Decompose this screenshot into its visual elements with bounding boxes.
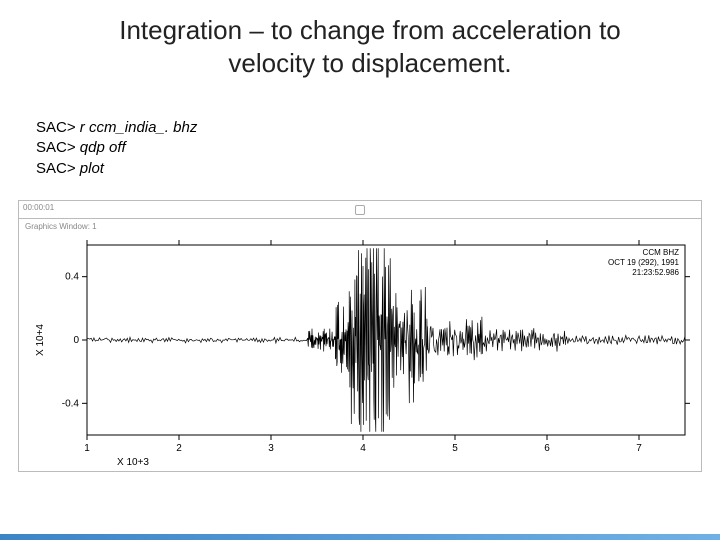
svg-text:Graphics Window: 1: Graphics Window: 1 — [25, 222, 97, 231]
svg-text:5: 5 — [452, 443, 458, 454]
sac-prompt: SAC> — [36, 160, 76, 177]
svg-text:3: 3 — [268, 443, 274, 454]
sac-args: r ccm_india_. bhz — [76, 119, 198, 136]
seismogram-chart: Graphics Window: 1 -0.4 0 0.4 1 2 3 4 5 6 7 X 10+4 X… — [19, 219, 701, 471]
slide: Integration – to change from acceleratio… — [0, 0, 720, 540]
svg-text:CCM BHZ: CCM BHZ — [643, 248, 680, 257]
svg-text:X 10+4: X 10+4 — [35, 324, 46, 356]
command-block: SAC> r ccm_india_. bhzSAC> qdp offSAC> p… — [36, 118, 197, 179]
svg-text:6: 6 — [544, 443, 550, 454]
svg-text:0: 0 — [73, 335, 79, 346]
title-line-2: velocity to displacement. — [228, 48, 511, 78]
sac-args: qdp off — [76, 139, 126, 156]
svg-text:7: 7 — [636, 443, 642, 454]
svg-text:0.4: 0.4 — [65, 272, 79, 283]
sac-prompt: SAC> — [36, 139, 76, 156]
svg-text:OCT 19 (292), 1991: OCT 19 (292), 1991 — [608, 258, 680, 267]
sac-prompt: SAC> — [36, 119, 76, 136]
title-line-1: Integration – to change from acceleratio… — [119, 15, 621, 45]
svg-text:2: 2 — [176, 443, 182, 454]
window-titlebar: 00:00:01 — [19, 201, 701, 219]
svg-text:21:23:52.986: 21:23:52.986 — [632, 268, 679, 277]
window-title-left: 00:00:01 — [23, 203, 54, 212]
window-center-icon — [355, 205, 365, 215]
command-line: SAC> qdp off — [36, 138, 197, 158]
plot-window: 00:00:01 Graphics Window: 1 -0.4 0 0.4 1 2 3 4 5… — [18, 200, 702, 472]
command-line: SAC> plot — [36, 159, 197, 179]
sac-args: plot — [76, 160, 104, 177]
svg-text:-0.4: -0.4 — [62, 398, 80, 409]
svg-text:4: 4 — [360, 443, 366, 454]
page-title: Integration – to change from acceleratio… — [60, 14, 680, 79]
command-line: SAC> r ccm_india_. bhz — [36, 118, 197, 138]
svg-text:1: 1 — [84, 443, 90, 454]
plot-area: Graphics Window: 1 -0.4 0 0.4 1 2 3 4 5 6 7 X 10+4 X… — [19, 219, 701, 471]
svg-text:X 10+3: X 10+3 — [117, 457, 149, 468]
footer-decor — [0, 534, 720, 540]
